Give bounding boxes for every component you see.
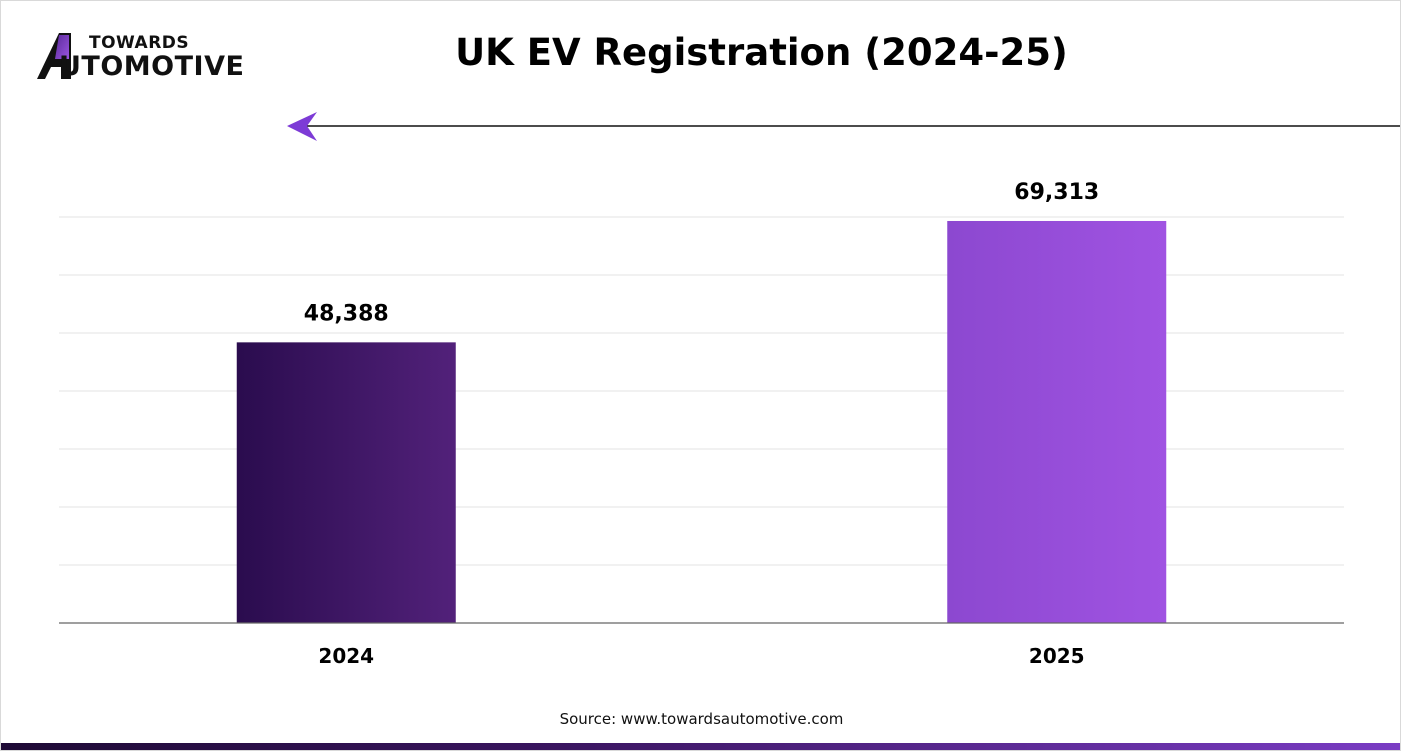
- source-note: Source: www.towardsautomotive.com: [559, 710, 844, 728]
- bar-2025: [947, 220, 1167, 623]
- labels: 48,388 2024 69,313 2025: [304, 180, 1099, 668]
- footer-gradient-bar: [1, 743, 1400, 750]
- decorative-arrow-line: [287, 112, 1400, 141]
- data-label-2025: 69,313: [1014, 180, 1099, 205]
- x-tick-label-2025: 2025: [1029, 644, 1085, 668]
- chart-title: UK EV Registration (2024-25): [455, 31, 1068, 74]
- bars: [236, 220, 1167, 623]
- x-tick-label-2024: 2024: [318, 644, 374, 668]
- bar-chart: 48,388 2024 69,313 2025: [59, 180, 1344, 668]
- bar-2024: [236, 342, 456, 623]
- arrow-left-icon: [287, 112, 317, 141]
- brand-logo: TOWARDS UTOMOTIVE: [37, 33, 287, 85]
- logo-text-automotive: UTOMOTIVE: [59, 51, 245, 82]
- logo-a-icon: [37, 33, 71, 79]
- logo-text-towards: TOWARDS: [89, 33, 190, 53]
- data-label-2024: 48,388: [304, 301, 389, 326]
